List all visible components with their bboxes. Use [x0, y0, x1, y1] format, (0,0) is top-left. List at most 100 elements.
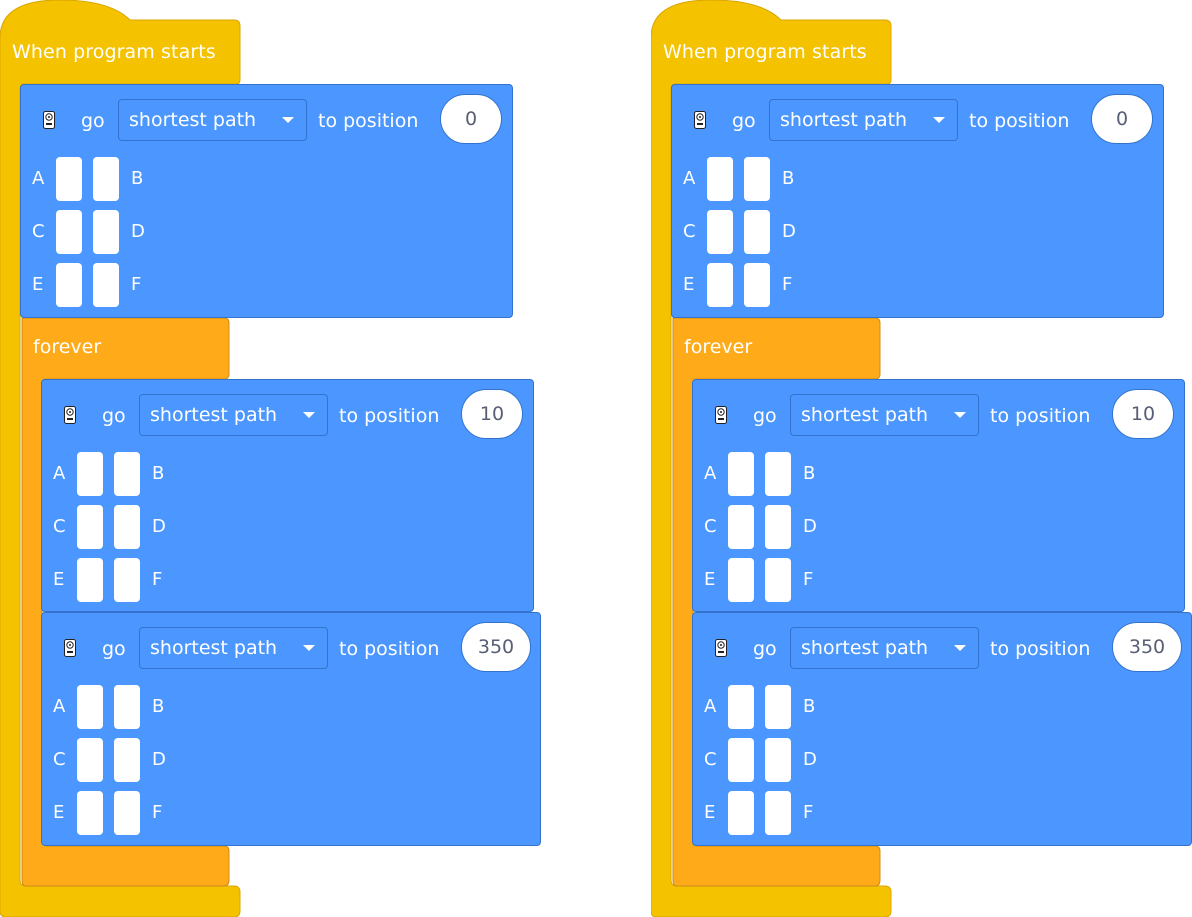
port-label-b: B — [803, 463, 816, 484]
port-label-f: F — [803, 569, 814, 590]
port-f-toggle[interactable] — [765, 558, 791, 602]
port-e-toggle[interactable] — [77, 791, 103, 835]
hub-icon — [43, 111, 55, 129]
port-label-b: B — [152, 696, 165, 717]
port-label-e: E — [683, 274, 695, 295]
port-row-cd: C D — [42, 505, 533, 549]
port-e-toggle[interactable] — [728, 558, 754, 602]
script-1[interactable]: When program starts forever go shortest … — [0, 0, 545, 917]
position-input[interactable]: 10 — [461, 389, 523, 439]
port-row-ef: E F — [42, 558, 533, 602]
port-f-toggle[interactable] — [114, 558, 140, 602]
port-b-toggle[interactable] — [744, 157, 770, 201]
port-a-toggle[interactable] — [77, 452, 103, 496]
position-input[interactable]: 350 — [1112, 622, 1182, 672]
motor-go-to-position-block[interactable]: go shortest path to position 10 A B C D … — [41, 379, 534, 612]
port-e-toggle[interactable] — [707, 263, 733, 307]
hub-icon — [694, 111, 706, 129]
port-f-toggle[interactable] — [93, 263, 119, 307]
port-label-f: F — [782, 274, 793, 295]
position-input[interactable]: 0 — [1091, 94, 1153, 144]
port-e-toggle[interactable] — [56, 263, 82, 307]
port-row-ab: A B — [693, 452, 1184, 496]
path-dropdown-value: shortest path — [801, 637, 929, 659]
port-label-a: A — [53, 463, 66, 484]
motor-go-to-position-block[interactable]: go shortest path to position 350 A B C D… — [41, 612, 541, 846]
to-position-label: to position — [969, 110, 1070, 132]
motor-go-to-position-block[interactable]: go shortest path to position 350 A B C D… — [692, 612, 1192, 846]
port-row-cd: C D — [21, 210, 512, 254]
port-row-cd: C D — [693, 738, 1191, 782]
port-e-toggle[interactable] — [77, 558, 103, 602]
port-f-toggle[interactable] — [744, 263, 770, 307]
go-label: go — [81, 110, 105, 132]
position-input[interactable]: 350 — [461, 622, 531, 672]
go-label: go — [732, 110, 756, 132]
port-d-toggle[interactable] — [765, 505, 791, 549]
script-2[interactable]: When program starts forever go shortest … — [651, 0, 1192, 917]
port-d-toggle[interactable] — [744, 210, 770, 254]
port-label-c: C — [53, 749, 66, 770]
position-input[interactable]: 10 — [1112, 389, 1174, 439]
path-dropdown[interactable]: shortest path — [139, 627, 328, 669]
go-label: go — [102, 638, 126, 660]
port-label-f: F — [803, 802, 814, 823]
motor-go-to-position-block[interactable]: go shortest path to position 0 A B C D E… — [20, 84, 513, 318]
port-a-toggle[interactable] — [728, 685, 754, 729]
port-label-c: C — [32, 221, 45, 242]
port-a-toggle[interactable] — [77, 685, 103, 729]
port-label-b: B — [131, 168, 144, 189]
port-label-b: B — [782, 168, 795, 189]
to-position-label: to position — [990, 638, 1091, 660]
to-position-label: to position — [339, 638, 440, 660]
go-label: go — [102, 405, 126, 427]
port-b-toggle[interactable] — [765, 685, 791, 729]
port-a-toggle[interactable] — [707, 157, 733, 201]
port-a-toggle[interactable] — [728, 452, 754, 496]
port-label-a: A — [32, 168, 45, 189]
port-label-d: D — [152, 516, 166, 537]
motor-go-to-position-block[interactable]: go shortest path to position 10 A B C D … — [692, 379, 1185, 612]
port-d-toggle[interactable] — [114, 738, 140, 782]
port-c-toggle[interactable] — [77, 738, 103, 782]
motor-go-to-position-block[interactable]: go shortest path to position 0 A B C D E… — [671, 84, 1164, 318]
port-row-ab: A B — [42, 452, 533, 496]
hub-icon — [64, 406, 76, 424]
port-label-f: F — [152, 569, 163, 590]
path-dropdown[interactable]: shortest path — [139, 394, 328, 436]
position-input[interactable]: 0 — [440, 94, 502, 144]
go-label: go — [753, 405, 777, 427]
port-c-toggle[interactable] — [728, 738, 754, 782]
port-e-toggle[interactable] — [728, 791, 754, 835]
path-dropdown-value: shortest path — [780, 109, 908, 131]
port-row-ef: E F — [21, 263, 512, 307]
port-a-toggle[interactable] — [56, 157, 82, 201]
port-row-cd: C D — [42, 738, 540, 782]
port-c-toggle[interactable] — [707, 210, 733, 254]
port-label-e: E — [704, 802, 716, 823]
port-d-toggle[interactable] — [114, 505, 140, 549]
to-position-label: to position — [339, 405, 440, 427]
port-c-toggle[interactable] — [56, 210, 82, 254]
port-b-toggle[interactable] — [114, 685, 140, 729]
port-b-toggle[interactable] — [93, 157, 119, 201]
path-dropdown-value: shortest path — [150, 637, 278, 659]
port-b-toggle[interactable] — [765, 452, 791, 496]
path-dropdown[interactable]: shortest path — [118, 99, 307, 141]
hub-icon — [64, 639, 76, 657]
port-c-toggle[interactable] — [77, 505, 103, 549]
port-f-toggle[interactable] — [114, 791, 140, 835]
port-label-d: D — [782, 221, 796, 242]
path-dropdown[interactable]: shortest path — [790, 627, 979, 669]
to-position-label: to position — [990, 405, 1091, 427]
port-label-c: C — [683, 221, 696, 242]
port-row-cd: C D — [693, 505, 1184, 549]
port-label-a: A — [683, 168, 696, 189]
path-dropdown[interactable]: shortest path — [790, 394, 979, 436]
port-b-toggle[interactable] — [114, 452, 140, 496]
port-c-toggle[interactable] — [728, 505, 754, 549]
port-f-toggle[interactable] — [765, 791, 791, 835]
port-d-toggle[interactable] — [765, 738, 791, 782]
path-dropdown[interactable]: shortest path — [769, 99, 958, 141]
port-d-toggle[interactable] — [93, 210, 119, 254]
